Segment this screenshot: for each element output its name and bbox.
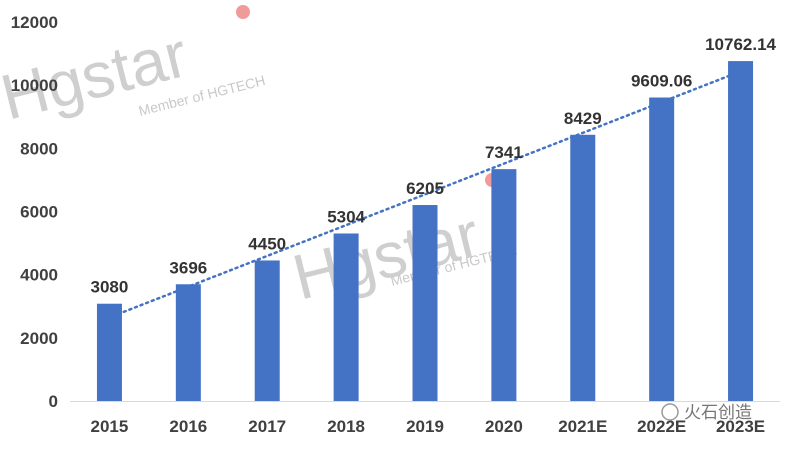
x-tick-label: 2021E: [558, 417, 607, 436]
y-tick-label: 4000: [20, 266, 58, 285]
x-tick-label: 2022E: [637, 417, 686, 436]
x-tick-label: 2017: [248, 417, 286, 436]
source-watermark: 火石创造: [661, 403, 752, 422]
x-tick-label: 2020: [485, 417, 523, 436]
data-label: 4450: [248, 234, 286, 253]
data-labels: 3080 3696 4450 5304 6205 7341 8429 9609.06 10762…: [91, 35, 777, 297]
data-label: 8429: [564, 109, 602, 128]
data-label: 10762.14: [705, 35, 776, 54]
bar: [728, 61, 754, 402]
bar: [412, 205, 438, 401]
watermark-star-icon: [236, 5, 250, 19]
data-label: 6205: [406, 179, 444, 198]
x-tick-label: 2016: [169, 417, 207, 436]
x-tick-label: 2018: [327, 417, 365, 436]
x-tick-label: 2023E: [716, 417, 765, 436]
bar: [570, 134, 596, 401]
data-label: 3080: [91, 278, 129, 297]
y-tick-label: 6000: [20, 203, 58, 222]
x-axis: 2015 2016 2017 2018 2019 2020 2021E 2022E 2023E: [91, 417, 766, 436]
x-tick-label: 2019: [406, 417, 444, 436]
y-axis: 0 2000 4000 6000 8000 10000 12000: [11, 13, 58, 411]
y-tick-label: 10000: [11, 76, 58, 95]
y-tick-label: 8000: [20, 139, 58, 158]
data-label: 5304: [327, 207, 365, 226]
trend-line: [100, 66, 750, 322]
bar: [333, 233, 359, 401]
bar: [254, 260, 280, 401]
data-label: 3696: [169, 258, 207, 277]
data-label: 7341: [485, 143, 523, 162]
x-tick-label: 2015: [91, 417, 129, 436]
y-tick-label: 12000: [11, 13, 58, 32]
bar: [491, 169, 517, 401]
data-label: 9609.06: [631, 72, 692, 91]
bar-series: [96, 61, 754, 402]
y-tick-label: 2000: [20, 329, 58, 348]
bar: [175, 284, 201, 401]
source-watermark-text: 火石创造: [684, 403, 752, 422]
wechat-icon: [661, 403, 679, 421]
bar: [649, 97, 675, 401]
y-tick-label: 0: [49, 392, 58, 411]
